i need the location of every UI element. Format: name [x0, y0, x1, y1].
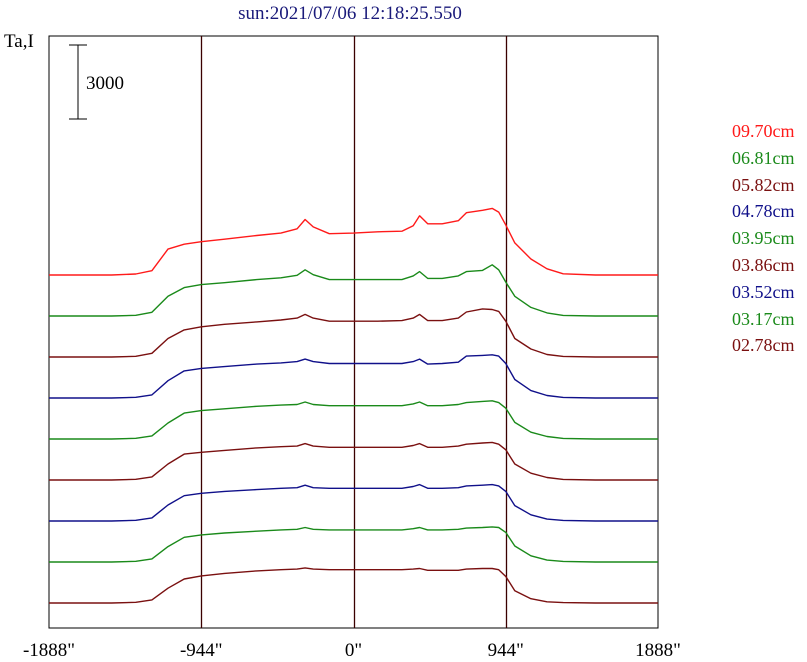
- legend-entry-03.17cm: 03.17cm: [732, 308, 795, 329]
- plot-frame: [48, 35, 659, 629]
- x-tick-label-2: 0": [345, 640, 362, 661]
- x-tick-label-4: 1888": [635, 640, 681, 661]
- legend-entry-03.86cm: 03.86cm: [732, 254, 795, 275]
- series-line-03.52cm: [49, 483, 658, 522]
- series-line-03.86cm: [49, 441, 658, 481]
- series-line-03.95cm: [49, 400, 658, 440]
- x-tick-label-1: -944": [180, 640, 223, 661]
- series-line-03.17cm: [49, 526, 658, 563]
- series-line-05.82cm: [49, 308, 658, 358]
- series-line-06.81cm: [49, 264, 658, 317]
- y-axis-label: Ta,I: [4, 31, 34, 52]
- legend-entry-02.78cm: 02.78cm: [732, 335, 795, 356]
- legend-entry-04.78cm: 04.78cm: [732, 201, 795, 222]
- x-tick-label-3: 944": [488, 640, 524, 661]
- series-line-02.78cm: [49, 567, 658, 604]
- legend-entry-09.70cm: 09.70cm: [732, 121, 795, 141]
- legend-entry-05.82cm: 05.82cm: [732, 174, 795, 195]
- legend: 09.70cm 06.81cm 05.82cm 04.78cm 03.95cm 03.86…: [732, 118, 795, 359]
- scale-bar-label: 3000: [86, 73, 124, 94]
- legend-entry-03.52cm: 03.52cm: [732, 281, 795, 302]
- legend-entry-03.95cm: 03.95cm: [732, 228, 795, 249]
- x-tick-label-0: -1888": [23, 640, 75, 661]
- series-line-04.78cm: [49, 354, 658, 399]
- chart-title: sun:2021/07/06 12:18:25.550: [238, 3, 462, 24]
- legend-entry-06.81cm: 06.81cm: [732, 147, 795, 168]
- series-line-09.70cm: [49, 207, 658, 276]
